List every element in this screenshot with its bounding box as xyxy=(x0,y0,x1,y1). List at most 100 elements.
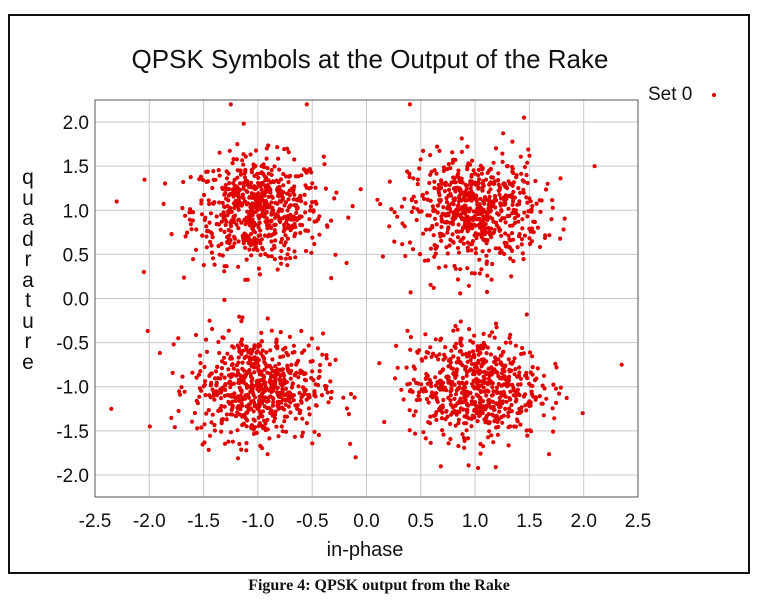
data-point xyxy=(505,164,510,169)
legend-marker xyxy=(711,92,716,97)
data-point xyxy=(292,434,297,439)
data-point xyxy=(509,248,515,253)
data-point xyxy=(592,164,597,169)
data-point xyxy=(439,185,444,191)
data-point xyxy=(332,196,337,201)
data-point xyxy=(348,391,354,397)
data-point xyxy=(268,394,273,399)
data-point xyxy=(489,277,494,282)
data-point xyxy=(346,215,351,220)
data-point xyxy=(329,218,334,223)
data-point xyxy=(483,209,488,214)
data-point xyxy=(212,423,217,428)
x-tick-label: 1.5 xyxy=(516,511,542,532)
data-point xyxy=(532,378,538,383)
data-point xyxy=(350,204,355,209)
data-point xyxy=(279,207,284,212)
data-point xyxy=(377,361,382,366)
data-point xyxy=(400,242,405,247)
data-point xyxy=(276,361,281,366)
data-point xyxy=(236,207,241,212)
data-point xyxy=(382,419,387,425)
data-point xyxy=(478,218,483,224)
data-point xyxy=(430,225,435,230)
data-point xyxy=(210,185,215,191)
data-point xyxy=(176,336,181,341)
data-point xyxy=(407,174,412,180)
data-point xyxy=(266,398,271,404)
data-point xyxy=(262,367,267,372)
data-point xyxy=(435,203,440,208)
data-point xyxy=(414,380,419,385)
data-point xyxy=(232,213,238,218)
data-point xyxy=(261,377,266,382)
data-point xyxy=(228,356,233,361)
data-point xyxy=(465,245,470,250)
data-point xyxy=(478,451,483,456)
data-point xyxy=(506,414,511,419)
data-point xyxy=(273,238,278,243)
data-point xyxy=(484,372,489,377)
data-point xyxy=(520,226,525,231)
data-point xyxy=(535,225,541,230)
data-point xyxy=(505,384,510,389)
data-point xyxy=(230,161,235,166)
data-point xyxy=(232,205,237,211)
data-point xyxy=(506,206,511,211)
data-point xyxy=(513,388,518,394)
data-point xyxy=(286,197,291,202)
data-point xyxy=(283,174,289,179)
data-point xyxy=(248,371,253,377)
data-point xyxy=(467,217,472,222)
data-point xyxy=(236,360,241,365)
data-point xyxy=(304,421,309,426)
data-point xyxy=(407,381,412,386)
data-point xyxy=(244,202,249,207)
data-point xyxy=(510,169,515,174)
data-point xyxy=(485,273,490,278)
data-point xyxy=(526,147,531,152)
data-point xyxy=(265,166,270,171)
data-point xyxy=(240,192,246,197)
data-point xyxy=(464,186,469,192)
data-point xyxy=(537,394,542,399)
data-point xyxy=(250,376,255,381)
data-point xyxy=(226,399,231,404)
data-point xyxy=(402,224,407,229)
y-axis-label-letter: r xyxy=(24,248,32,271)
data-point xyxy=(236,394,241,399)
data-point xyxy=(428,345,433,350)
data-point xyxy=(535,366,540,371)
data-point xyxy=(207,220,212,225)
data-point xyxy=(509,274,514,279)
data-point xyxy=(240,158,245,163)
data-point xyxy=(393,376,398,381)
data-point xyxy=(411,205,416,210)
data-point xyxy=(421,231,426,236)
data-point xyxy=(230,244,236,249)
data-point xyxy=(230,439,235,444)
data-point xyxy=(438,338,443,343)
data-point xyxy=(475,346,480,351)
data-point xyxy=(483,227,488,232)
data-point xyxy=(490,175,495,180)
data-point xyxy=(208,383,213,388)
data-point xyxy=(250,383,256,388)
data-point xyxy=(463,203,468,208)
data-point xyxy=(432,216,438,221)
data-point xyxy=(472,271,477,276)
data-point xyxy=(197,353,203,358)
data-point xyxy=(204,245,209,250)
data-point xyxy=(237,373,243,378)
data-point xyxy=(188,222,193,227)
data-point xyxy=(405,169,410,174)
data-point xyxy=(436,265,441,270)
data-point xyxy=(515,419,520,424)
data-point xyxy=(520,345,525,351)
data-point xyxy=(224,176,230,181)
data-point xyxy=(426,400,431,405)
data-point xyxy=(275,344,280,349)
data-point xyxy=(272,412,278,417)
data-point xyxy=(299,395,304,400)
data-point xyxy=(428,394,433,399)
